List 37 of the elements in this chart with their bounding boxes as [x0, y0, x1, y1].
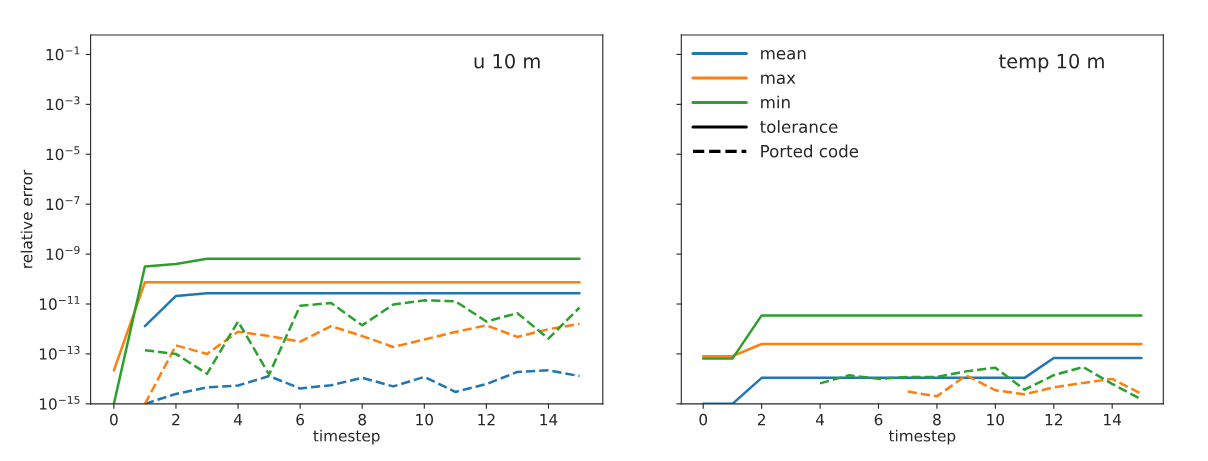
x-tick-label: 2 [757, 413, 765, 426]
x-tick-label: 4 [233, 414, 243, 426]
line-series [143, 322, 581, 404]
x-tick-label: 12 [1045, 413, 1062, 426]
y-tick-label: 10$^{−7}$ [46, 196, 80, 211]
x-axis-title: timestep [888, 429, 956, 445]
text: temp 10 m [999, 53, 1104, 73]
x-tick-label: 14 [540, 414, 558, 426]
y-tick-label: 10$^{−13}$ [39, 345, 80, 360]
x-tick-label: 4 [815, 414, 825, 426]
x-tick-label: 8 [933, 413, 941, 426]
y-tick-label: 10$^{−11}$ [39, 296, 80, 310]
y-tick-label: 10$^{−15}$ [39, 395, 80, 410]
legend-label: mean [761, 50, 806, 60]
x-tick-label: 0 [110, 413, 118, 426]
x-tick-label: 10 [416, 413, 434, 426]
x-tick-label: 12 [478, 413, 495, 426]
x-tick-label: 8 [358, 413, 367, 426]
x-tick-label: 10 [987, 413, 1005, 426]
x-tick-label: 14 [1104, 414, 1122, 426]
y-tick-label: 10$^{−5}$ [46, 146, 80, 161]
legend-label: max [761, 74, 796, 85]
y-axis-title: relative error [20, 169, 33, 268]
x-tick-label: 6 [874, 413, 883, 426]
x-tick-label: 2 [172, 413, 180, 426]
legend-label: Ported code [761, 144, 859, 158]
x-tick-label: 0 [699, 413, 708, 426]
legend-label: min [761, 95, 790, 109]
y-tick-label: 10$^{−1}$ [46, 46, 80, 61]
y-tick-label: 10$^{−3}$ [46, 96, 80, 111]
text: u 10 m [474, 53, 540, 69]
legend-label: tolerance [760, 120, 838, 133]
line-series [112, 257, 581, 404]
y-tick-label: 10$^{−9}$ [46, 246, 80, 261]
line-series [143, 299, 581, 376]
x-tick-label: 6 [296, 413, 305, 426]
x-axis-title: timestep [313, 429, 380, 445]
